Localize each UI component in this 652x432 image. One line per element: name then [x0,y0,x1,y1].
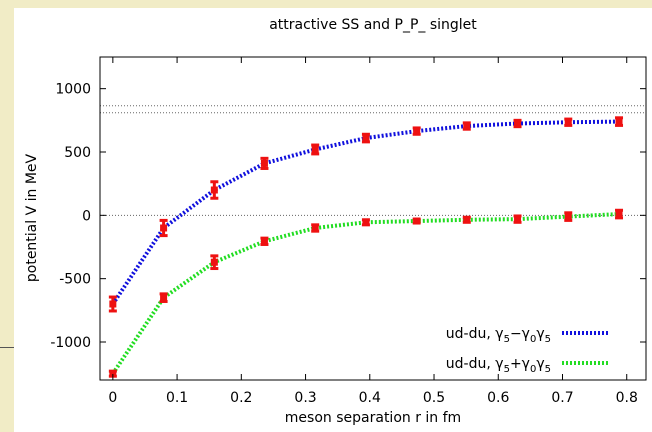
data-point [210,258,218,266]
reference-lines [100,105,646,216]
chart-panel: attractive SS and P_P_ singlet 0 0.1 0.2 0.… [14,8,652,432]
x-tick-label: 0.2 [230,390,252,406]
x-tick-label: 0 [108,390,117,406]
y-tick-label: -500 [59,272,91,288]
x-axis-ticks: 0 0.1 0.2 0.3 0.4 0.5 0.6 0.7 0.8 [108,57,638,406]
data-point [564,118,572,126]
data-point [362,218,370,226]
data-point [413,217,421,225]
data-point [260,237,268,245]
x-tick-label: 0.7 [551,390,573,406]
data-point [260,159,268,167]
legend-text: −γ [510,326,530,342]
data-point [463,216,471,224]
plot-frame [99,56,647,381]
y-tick-label: -1000 [50,335,91,351]
legend-text: ud-du, γ [446,326,504,342]
x-tick-label: 0.6 [487,390,509,406]
legend-text: ud-du, γ [446,356,504,372]
legend-subscript: 0 [530,364,536,375]
data-point [564,213,572,221]
x-tick-label: 0.4 [359,390,381,406]
y-tick-label: 0 [82,208,91,224]
y-tick-label: 500 [64,145,91,161]
data-point [160,294,168,302]
data-point [160,224,168,232]
series-0 [108,116,624,313]
data-point [311,145,319,153]
y-axis-ticks: -1000 -500 0 500 1000 [50,82,646,351]
data-point [514,120,522,127]
x-tick-label: 0.1 [166,390,188,406]
data-point [362,134,370,142]
data-point [413,127,421,135]
data-point [311,224,319,232]
legend-label-1: ud-du, γ5+γ0γ5 [446,356,551,375]
series-line-0 [111,119,620,306]
legend-subscript: 5 [545,334,551,345]
y-tick-label: 1000 [55,82,91,98]
x-tick-label: 0.8 [616,390,638,406]
legend-text: γ [536,356,544,372]
legend-subscript: 5 [504,334,510,345]
data-point [109,370,117,378]
data-point [615,118,623,126]
legend-text: γ [536,326,544,342]
data-point [210,186,218,194]
data-point [463,122,471,130]
legend-label-0: ud-du, γ5−γ0γ5 [446,326,551,345]
x-tick-label: 0.3 [294,390,316,406]
x-tick-label: 0.5 [423,390,445,406]
potential-chart: attractive SS and P_P_ singlet 0 0.1 0.2 0.… [24,17,647,426]
x-axis-label: meson separation r in fm [285,410,461,426]
y-axis-label: potential V in MeV [24,153,40,282]
legend-subscript: 0 [530,334,536,345]
data-point [109,300,117,308]
series-layer [108,116,624,378]
data-point [514,215,522,223]
legend-subscript: 5 [545,364,551,375]
series-1 [108,208,624,378]
chart-title: attractive SS and P_P_ singlet [269,17,477,33]
series-line-1 [111,212,620,375]
legend-subscript: 5 [504,364,510,375]
data-point [615,210,623,218]
legend-text: +γ [510,356,530,372]
